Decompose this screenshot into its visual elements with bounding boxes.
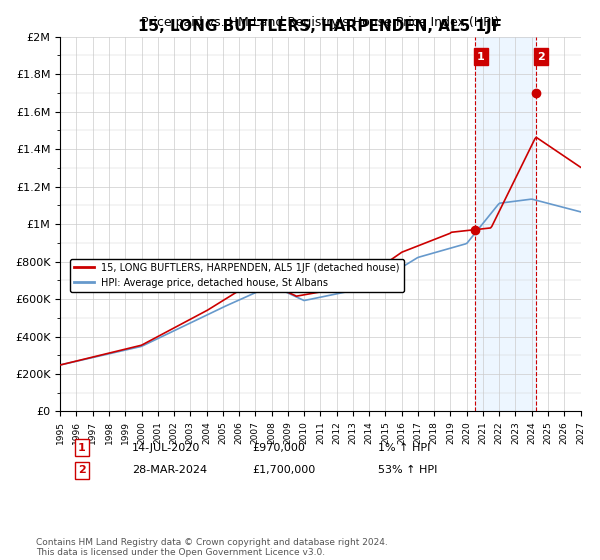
Text: £970,000: £970,000 (252, 443, 305, 453)
Text: 1: 1 (78, 443, 86, 453)
Text: Price paid vs. HM Land Registry's House Price Index (HPI): Price paid vs. HM Land Registry's House … (141, 16, 499, 29)
Text: 53% ↑ HPI: 53% ↑ HPI (378, 465, 437, 475)
Legend: 15, LONG BUFTLERS, HARPENDEN, AL5 1JF (detached house), HPI: Average price, deta: 15, LONG BUFTLERS, HARPENDEN, AL5 1JF (d… (70, 259, 404, 292)
Text: 1% ↑ HPI: 1% ↑ HPI (378, 443, 430, 453)
Text: 2: 2 (537, 52, 545, 62)
Text: £1,700,000: £1,700,000 (252, 465, 315, 475)
Title: 15, LONG BUFTLERS, HARPENDEN, AL5 1JF: 15, LONG BUFTLERS, HARPENDEN, AL5 1JF (139, 19, 502, 34)
Text: Contains HM Land Registry data © Crown copyright and database right 2024.
This d: Contains HM Land Registry data © Crown c… (36, 538, 388, 557)
Text: 28-MAR-2024: 28-MAR-2024 (132, 465, 207, 475)
Text: 2: 2 (78, 465, 86, 475)
Text: 14-JUL-2020: 14-JUL-2020 (132, 443, 200, 453)
Text: 1: 1 (477, 52, 485, 62)
Bar (475, 36, 536, 412)
